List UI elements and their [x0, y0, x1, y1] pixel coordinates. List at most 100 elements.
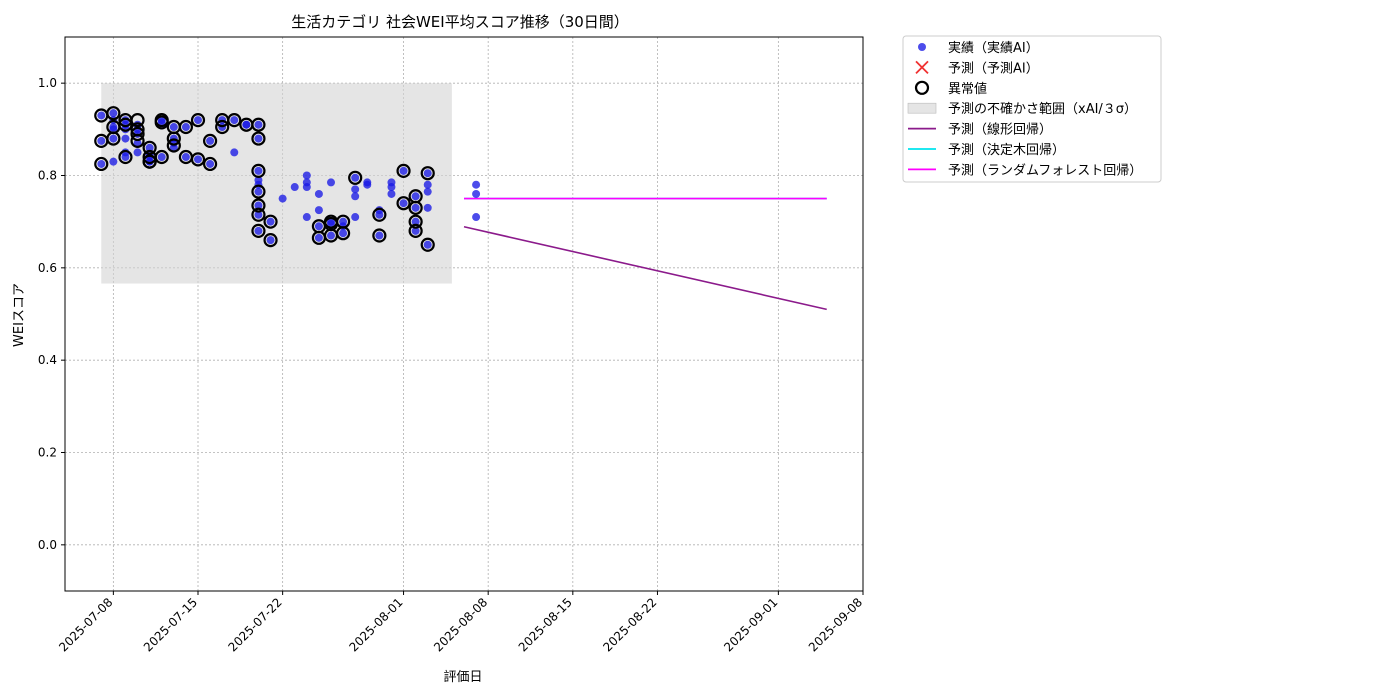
anomaly-ring	[215, 119, 230, 135]
anomaly-ring	[408, 200, 423, 215]
anomaly-ring	[396, 163, 411, 178]
anomaly-ring	[251, 117, 266, 132]
actual-point	[339, 217, 348, 226]
actual-point	[97, 136, 106, 145]
actual-point	[230, 116, 239, 125]
actual-point	[266, 217, 275, 226]
actual-point	[314, 233, 323, 242]
actual-point	[133, 139, 142, 148]
y-tick-label: 0.8	[38, 169, 57, 183]
y-tick-label: 0.4	[38, 353, 57, 367]
legend-label: 予測（決定木回帰）	[948, 142, 1065, 158]
anomaly-ring	[408, 223, 423, 238]
anomaly-ring	[372, 228, 387, 243]
actual-point	[254, 201, 263, 210]
anomaly-ring	[251, 223, 266, 238]
anomaly-ring	[178, 119, 194, 135]
actual-point	[181, 153, 190, 162]
actual-point	[351, 173, 360, 182]
uncertainty-band	[101, 83, 452, 284]
anomaly-ring	[202, 156, 218, 172]
actual-point	[97, 159, 106, 168]
actual-point	[254, 187, 263, 196]
actual-point	[411, 217, 420, 226]
legend-label: 異常値	[948, 81, 987, 97]
plot-frame	[64, 36, 864, 592]
legend-marker-band	[907, 102, 937, 114]
actual-point	[339, 229, 348, 238]
anomaly-ring	[251, 198, 266, 213]
actual-point	[145, 143, 154, 152]
rings-layer	[94, 106, 435, 252]
anomaly-ring	[251, 207, 266, 222]
actual-point	[206, 136, 215, 145]
actual-point	[387, 183, 396, 192]
anomaly-ring	[142, 140, 157, 155]
actual-point	[194, 116, 202, 125]
actual-point	[109, 125, 118, 134]
actual-point	[351, 213, 360, 222]
anomaly-ring	[106, 131, 121, 146]
legend-marker-anomaly	[914, 80, 930, 95]
legend-marker-actual	[918, 43, 926, 51]
y-tick-label: 0.0	[38, 538, 57, 552]
legend-marker-forecast-x-b	[915, 60, 929, 75]
legend-label: 予測（予測AI）	[948, 61, 1039, 76]
actual-point	[387, 189, 396, 198]
actual-point	[423, 203, 432, 212]
actual-point	[109, 134, 118, 143]
anomaly-ring	[118, 117, 133, 132]
actual-point	[314, 222, 323, 231]
actual-point	[399, 199, 408, 208]
actual-point	[254, 120, 263, 129]
anomaly-ring	[154, 149, 169, 165]
actual-point	[266, 236, 275, 245]
anomaly-ring	[420, 237, 435, 252]
anomaly-ring	[118, 149, 133, 165]
y-tick-label: 0.6	[38, 261, 57, 275]
actual-point	[157, 118, 166, 127]
actual-point	[399, 166, 408, 175]
anomaly-ring	[130, 126, 145, 142]
x-axis-title: 評価日	[443, 670, 482, 685]
actual-point	[290, 183, 299, 192]
anomaly-ring	[190, 152, 206, 167]
anomaly-ring	[130, 112, 145, 128]
actual-point	[97, 111, 106, 120]
legend-label: 予測（線形回帰）	[948, 122, 1052, 138]
anomaly-ring	[106, 106, 121, 121]
actual-point	[302, 183, 311, 192]
anomaly-ring	[335, 214, 351, 229]
anomaly-ring	[190, 112, 206, 128]
actual-point	[254, 166, 263, 175]
actual-point	[254, 226, 263, 235]
actual-point	[411, 203, 420, 212]
actual-point	[423, 169, 432, 178]
actual-point	[169, 143, 178, 152]
chart-title: 生活カテゴリ 社会WEI平均スコア推移（30日間）	[291, 13, 629, 31]
y-axis-title: WEIスコア	[12, 283, 27, 347]
actual-point	[302, 213, 311, 222]
actual-point	[302, 171, 311, 180]
anomaly-ring	[251, 131, 266, 146]
anomaly-ring	[251, 184, 266, 199]
actual-point	[133, 148, 142, 157]
anomaly-ring	[396, 196, 411, 211]
anomaly-ring	[420, 166, 435, 181]
band-layer	[101, 83, 452, 284]
anomaly-ring	[251, 163, 266, 178]
legend-label: 予測（ランダムフォレスト回帰）	[948, 162, 1142, 178]
legend-label: 実績（実績AI）	[948, 40, 1039, 56]
actual-point	[351, 192, 360, 201]
actual-point	[314, 189, 323, 198]
anomaly-ring	[166, 138, 181, 153]
actual-point	[230, 148, 239, 157]
anomaly-ring	[166, 131, 181, 146]
y-tick-label: 0.2	[38, 446, 57, 460]
actual-point	[327, 231, 335, 240]
y-tick-label: 1.0	[38, 76, 57, 90]
lines-layer	[463, 197, 827, 311]
